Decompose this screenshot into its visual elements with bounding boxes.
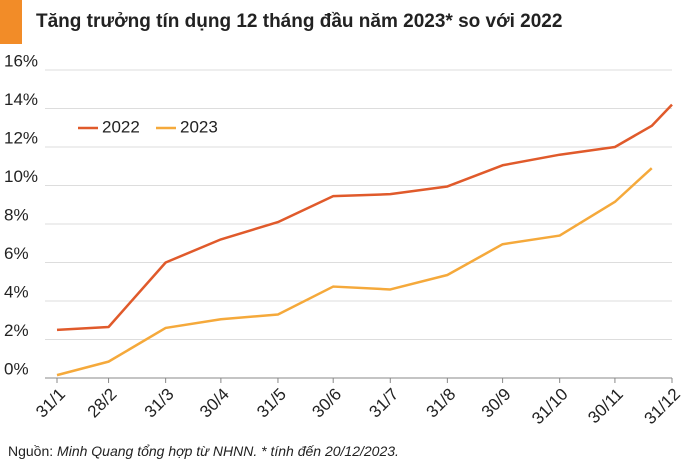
y-tick-label: 6% xyxy=(4,244,29,263)
x-tick-label: 31/10 xyxy=(528,385,572,429)
y-tick-label: 4% xyxy=(4,282,29,301)
y-tick-label: 16% xyxy=(4,51,38,70)
x-tick-label: 31/8 xyxy=(423,385,460,422)
source-text: Minh Quang tổng hợp từ NHNN. * tính đến … xyxy=(57,443,399,459)
legend-label: 2022 xyxy=(102,117,140,136)
x-tick-label: 31/12 xyxy=(640,385,684,429)
x-tick-label: 31/3 xyxy=(141,385,178,422)
x-tick-label: 30/4 xyxy=(196,385,233,422)
y-tick-label: 10% xyxy=(4,167,38,186)
y-tick-label: 0% xyxy=(4,359,29,378)
chart-title: Tăng trưởng tín dụng 12 tháng đầu năm 20… xyxy=(36,11,562,32)
x-tick-label: 30/9 xyxy=(478,385,515,422)
x-tick-label: 30/6 xyxy=(308,385,345,422)
x-tick-label: 30/11 xyxy=(584,385,627,428)
y-tick-label: 2% xyxy=(4,321,29,340)
y-tick-label: 8% xyxy=(4,205,29,224)
x-tick-label: 28/2 xyxy=(84,385,121,422)
x-tick-label: 31/1 xyxy=(32,385,69,422)
y-tick-label: 12% xyxy=(4,128,38,147)
accent-bar xyxy=(0,0,22,44)
series-line xyxy=(56,103,673,332)
source-note: Nguồn: Minh Quang tổng hợp từ NHNN. * tí… xyxy=(8,443,399,459)
x-tick-label: 31/5 xyxy=(253,385,290,422)
source-label: Nguồn: xyxy=(8,443,53,459)
x-tick-label: 31/7 xyxy=(365,385,402,422)
series-line xyxy=(56,167,653,377)
y-tick-label: 14% xyxy=(4,90,38,109)
legend-label: 2023 xyxy=(180,117,218,136)
